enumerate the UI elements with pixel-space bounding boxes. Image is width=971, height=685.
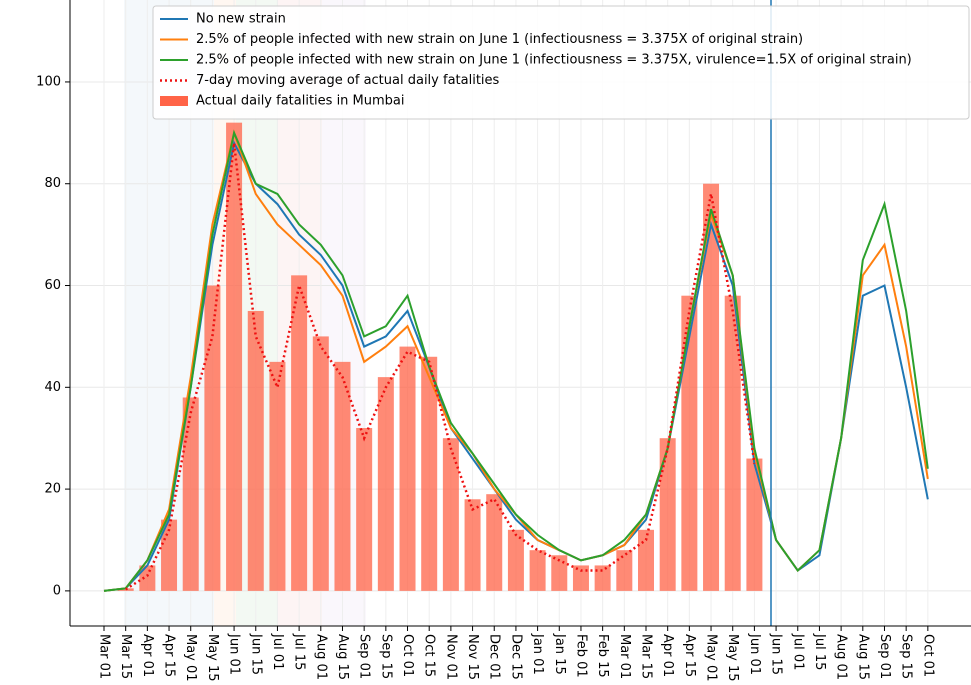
bar: [139, 565, 156, 591]
legend-label: 7-day moving average of actual daily fat…: [196, 73, 500, 88]
x-tick-label: Dec 15: [508, 634, 523, 680]
bar: [204, 285, 221, 591]
x-tick-label: Mar 01: [617, 634, 632, 679]
x-tick-label: Apr 01: [660, 634, 675, 677]
x-tick-label: Apr 15: [682, 634, 697, 677]
bar: [312, 336, 329, 591]
x-tick-label: Mar 15: [118, 634, 133, 679]
y-tick-label: 80: [44, 176, 61, 191]
x-tick-label: Aug 01: [313, 634, 328, 680]
x-tick-label: Sep 15: [378, 634, 393, 679]
x-tick-label: Jul 01: [270, 633, 285, 670]
x-tick-label: Aug 15: [855, 634, 870, 680]
x-tick-label: May 01: [704, 634, 719, 681]
bar: [442, 438, 459, 591]
y-tick-label: 60: [44, 278, 61, 293]
x-tick-label: Mar 01: [97, 634, 112, 679]
x-tick-label: Sep 15: [899, 634, 914, 679]
x-tick-label: Oct 15: [422, 634, 437, 677]
x-tick-label: Nov 01: [443, 634, 458, 680]
bar: [529, 550, 546, 591]
x-tick-label: Jun 01: [227, 633, 242, 675]
legend-label: Actual daily fatalities in Mumbai: [196, 94, 405, 109]
bar: [507, 529, 524, 591]
y-tick-label: 0: [53, 583, 61, 598]
legend-items: No new strain 2.5% of people infected wit…: [160, 12, 912, 109]
x-tick-label: Jun 15: [248, 633, 263, 675]
x-tick-label: Nov 15: [465, 634, 480, 680]
legend-label: 2.5% of people infected with new strain …: [196, 53, 912, 68]
x-tick-label: Oct 01: [400, 634, 415, 677]
plot: [103, 122, 929, 592]
x-tick-label: May 15: [205, 634, 220, 681]
legend-label: 2.5% of people infected with new strain …: [196, 32, 803, 47]
x-tick-label: Jan 01: [530, 633, 545, 675]
bar: [659, 438, 676, 591]
bar: [161, 519, 178, 591]
bar: [572, 565, 589, 591]
y-tick-label: 20: [44, 482, 61, 497]
bar: [269, 361, 286, 591]
bar: [464, 499, 481, 591]
x-tick-label: Sep 01: [357, 634, 372, 679]
x-tick-label: May 01: [183, 634, 198, 681]
bar: [377, 377, 394, 591]
x-tick-label: Jul 01: [790, 633, 805, 670]
bar: [551, 555, 568, 591]
y-tick-label: 40: [44, 380, 61, 395]
x-tick-label: Mar 15: [639, 634, 654, 679]
bar: [117, 588, 134, 591]
legend: [152, 5, 970, 120]
bar: [334, 361, 351, 591]
bar: [182, 397, 199, 591]
bar: [247, 310, 264, 591]
bar: [421, 356, 438, 591]
bar: [399, 346, 416, 591]
bar: [681, 295, 698, 591]
bar: [291, 275, 308, 591]
bar: [486, 494, 503, 591]
x-tick-label: Dec 01: [487, 634, 502, 680]
x-tick-label: Jan 15: [552, 633, 567, 675]
series-line: [103, 129, 929, 592]
series-line: [125, 142, 756, 591]
x-tick-label: Jun 01: [747, 633, 762, 675]
x-tick-label: Feb 01: [573, 634, 588, 678]
bar: [616, 550, 633, 591]
x-tick-label: Jul 15: [812, 633, 827, 670]
x-tick-label: May 15: [725, 634, 740, 681]
legend-swatch: [160, 96, 188, 106]
x-tick-label: Feb 15: [595, 634, 610, 678]
x-tick-label: Sep 01: [877, 634, 892, 679]
x-tick-label: Oct 01: [920, 634, 935, 677]
bar: [226, 122, 243, 591]
bar: [356, 428, 373, 591]
y-tick-label: 100: [36, 74, 61, 89]
x-tick-label: Apr 01: [140, 634, 155, 677]
bar: [703, 183, 720, 591]
x-tick-label: Aug 15: [335, 634, 350, 680]
bar: [724, 295, 741, 591]
legend-label: No new strain: [196, 12, 286, 27]
x-tick-label: Jun 15: [769, 633, 784, 675]
bar: [594, 565, 611, 591]
x-tick-label: Aug 01: [834, 634, 849, 680]
bar: [746, 458, 763, 591]
bar: [638, 529, 654, 591]
x-tick-label: Jul 15: [292, 633, 307, 670]
x-tick-label: Apr 15: [162, 634, 177, 677]
